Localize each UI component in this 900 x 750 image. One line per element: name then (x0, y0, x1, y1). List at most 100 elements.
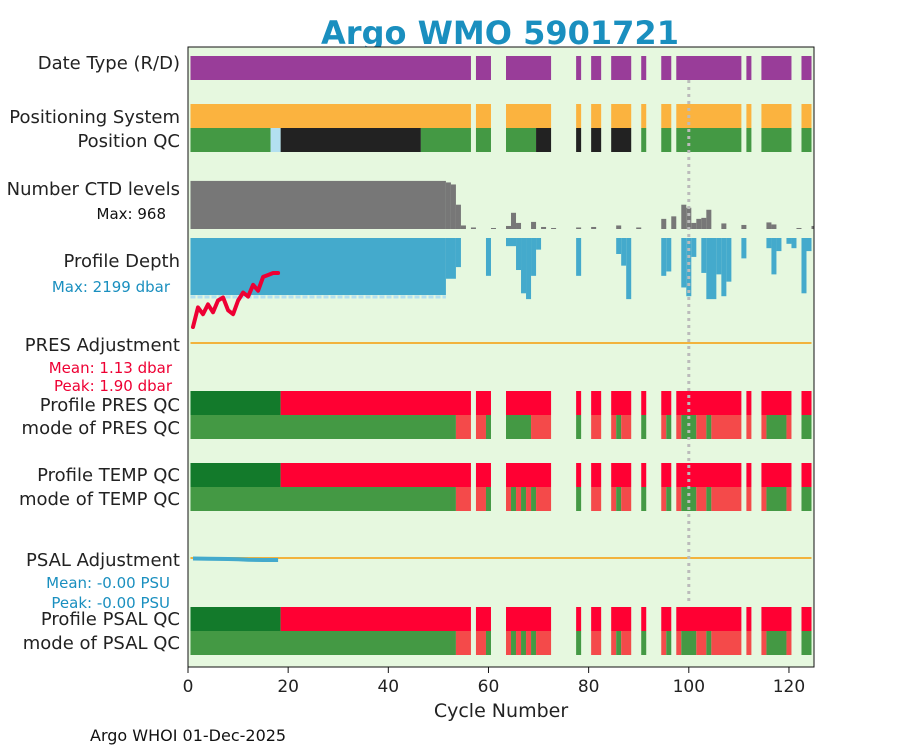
label-mode-temp-qc: mode of TEMP QC (19, 489, 180, 510)
profile-temp-qc-segment-8 (661, 463, 672, 487)
ctd-max-label: Max: 968 (97, 205, 166, 223)
mode-temp-qc-segment-13 (611, 487, 617, 511)
ctd-level-bar-18 (671, 216, 677, 229)
mode-pres-qc-segment-15 (681, 415, 697, 439)
profile-depth-bar-27 (776, 238, 782, 252)
mode-pres-qc-segment-5 (531, 415, 552, 439)
ctd-level-bar-21 (691, 222, 697, 229)
profile-depth-bar-4 (506, 238, 517, 247)
position-qc-segment-11 (661, 128, 672, 152)
positioning-system-segment-11 (801, 104, 812, 128)
mode-psal-qc-segment-7 (521, 631, 527, 655)
mode-psal-qc-segment-22 (706, 631, 712, 655)
mode-temp-qc-segment-23 (711, 487, 742, 511)
profile-pres-qc-segment-11 (761, 391, 792, 415)
profile-depth-bar-2 (455, 238, 461, 268)
label-profile-temp-qc: Profile TEMP QC (37, 465, 180, 486)
positioning-system-segment-8 (676, 104, 742, 128)
profile-temp-qc-segment-10 (746, 463, 752, 487)
positioning-system-segment-6 (641, 104, 647, 128)
profile-psal-qc-segment-1 (280, 607, 471, 631)
mode-pres-qc-segment-9 (616, 415, 622, 439)
mode-temp-qc-segment-0 (190, 487, 456, 511)
label-profile-psal-qc: Profile PSAL QC (41, 609, 180, 630)
mode-psal-qc-segment-10 (536, 631, 552, 655)
position-qc-segment-14 (761, 128, 792, 152)
profile-depth-bar-22 (721, 238, 727, 297)
profile-temp-qc-segment-3 (506, 463, 552, 487)
mode-pres-qc-segment-7 (591, 415, 602, 439)
data-type-segment-10 (761, 56, 792, 80)
profile-psal-qc-segment-9 (676, 607, 742, 631)
profile-depth-bar-11 (616, 238, 622, 255)
mode-temp-qc-segment-22 (706, 487, 712, 511)
mode-temp-qc-segment-28 (801, 487, 812, 511)
mode-pres-qc-segment-20 (761, 415, 767, 439)
mode-temp-qc-segment-27 (786, 487, 792, 511)
x-tick-label-20: 20 (277, 677, 299, 697)
ctd-level-bar-1 (445, 182, 451, 229)
mode-pres-qc-segment-19 (746, 415, 752, 439)
pres-adj-mean: Mean: 1.13 dbar (49, 359, 173, 377)
mode-temp-qc-segment-18 (666, 487, 672, 511)
profile-pres-qc-segment-3 (506, 391, 552, 415)
profile-depth-bar-24 (741, 238, 747, 259)
x-axis: 0 20 40 60 80 100 120 (183, 666, 814, 697)
ctd-level-bar-28 (771, 224, 777, 229)
mode-pres-qc-segment-14 (676, 415, 682, 439)
ctd-level-bar-20 (686, 207, 692, 229)
profile-pres-qc-segment-7 (641, 391, 647, 415)
mode-temp-qc-segment-21 (696, 487, 707, 511)
chart-marks (190, 56, 814, 655)
position-qc-segment-12 (676, 128, 742, 152)
profile-depth-bar-19 (701, 238, 707, 273)
mode-psal-qc-segment-0 (190, 631, 456, 655)
label-position-qc: Position QC (77, 131, 180, 152)
mode-psal-qc-segment-8 (526, 631, 532, 655)
psal-adj-peak: Peak: -0.00 PSU (51, 594, 170, 612)
ctd-level-bar-4 (460, 225, 466, 229)
profile-pres-qc-segment-6 (611, 391, 632, 415)
position-qc-segment-9 (611, 128, 632, 152)
ctd-level-bar-9 (516, 222, 522, 229)
mode-temp-qc-segment-8 (526, 487, 532, 511)
profile-temp-qc-segment-9 (676, 463, 742, 487)
ctd-level-bar-10 (531, 221, 537, 229)
position-qc-segment-8 (591, 128, 602, 152)
data-type-segment-0 (190, 56, 471, 80)
label-psal-adjustment: PSAL Adjustment (26, 550, 180, 571)
mode-temp-qc-segment-3 (485, 487, 491, 511)
mode-psal-qc-segment-14 (616, 631, 622, 655)
position-qc-segment-3 (420, 128, 471, 152)
mode-pres-qc-segment-12 (661, 415, 667, 439)
profile-depth-bar-14 (661, 238, 667, 276)
profile-temp-qc-segment-4 (576, 463, 582, 487)
mode-psal-qc-segment-21 (696, 631, 707, 655)
mode-pres-qc-segment-23 (801, 415, 812, 439)
mode-psal-qc-segment-12 (591, 631, 602, 655)
label-pres-adjustment: PRES Adjustment (25, 335, 180, 356)
label-data-type: Date Type (R/D) (38, 53, 180, 74)
mode-psal-qc-segment-4 (506, 631, 512, 655)
ctd-level-bar-0 (190, 180, 446, 229)
position-qc-segment-4 (475, 128, 491, 152)
ctd-level-bar-22 (696, 218, 702, 229)
ctd-level-bar-3 (455, 204, 461, 229)
label-positioning-system: Positioning System (9, 107, 180, 128)
mode-psal-qc-segment-13 (611, 631, 617, 655)
profile-depth-bar-10 (576, 238, 582, 276)
profile-temp-qc-segment-6 (611, 463, 632, 487)
mode-pres-qc-segment-18 (711, 415, 742, 439)
profile-psal-qc-segment-6 (611, 607, 632, 631)
mode-psal-qc-segment-27 (786, 631, 792, 655)
profile-psal-qc-segment-12 (801, 607, 812, 631)
mode-psal-qc-segment-15 (621, 631, 632, 655)
mode-psal-qc-segment-25 (761, 631, 767, 655)
mode-psal-qc-segment-17 (661, 631, 667, 655)
ctd-level-bar-6 (490, 227, 496, 229)
profile-temp-qc-segment-0 (190, 463, 281, 487)
profile-psal-qc-segment-8 (661, 607, 672, 631)
ctd-level-bar-27 (766, 222, 772, 229)
label-ctd-levels: Number CTD levels (7, 179, 180, 200)
mode-temp-qc-segment-5 (511, 487, 517, 511)
